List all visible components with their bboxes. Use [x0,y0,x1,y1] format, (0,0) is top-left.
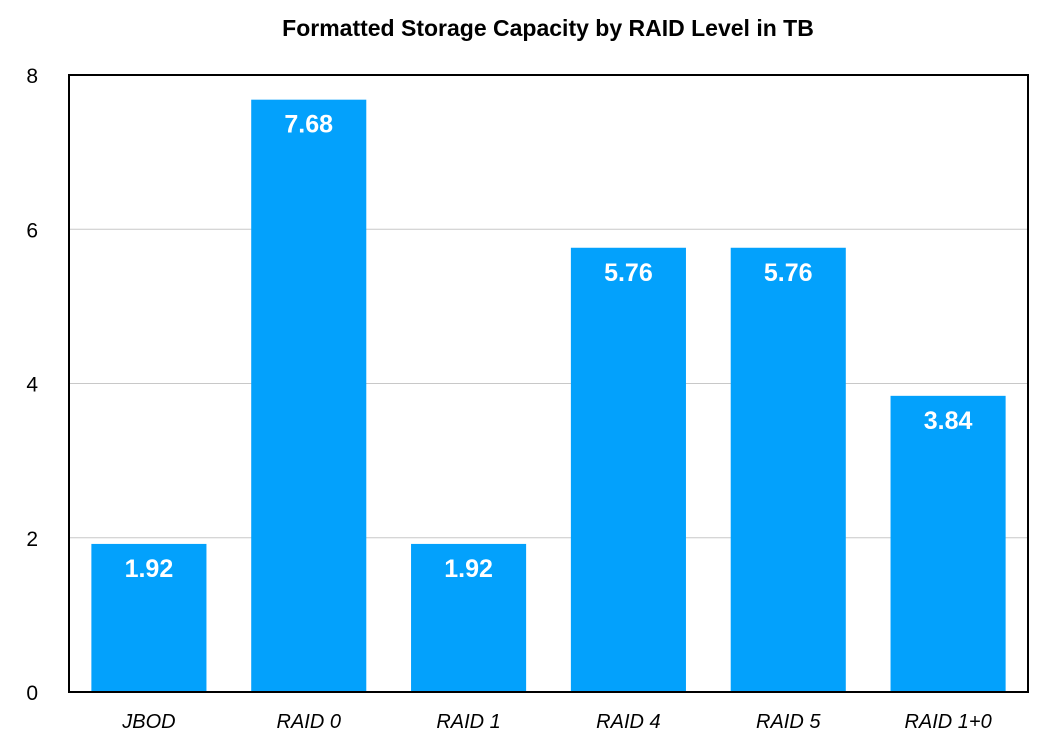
x-tick-label: RAID 1+0 [904,711,991,733]
data-label: 1.92 [444,555,493,583]
x-tick-label: RAID 1 [436,711,500,733]
bar [730,247,846,692]
x-axis-labels: JBOD RAID 0 RAID 1 RAID 4 RAID 5 RAID 1+0 [121,711,991,733]
y-tick-label: 4 [26,374,38,397]
bars: 1.92 7.68 1.92 5.76 5.76 3.84 [91,99,1006,693]
y-tick-label: 2 [26,528,38,551]
bar [570,247,686,692]
plot-area-frame [68,74,1029,693]
y-tick-label: 6 [26,219,38,242]
data-label: 7.68 [284,111,333,139]
chart-title: Formatted Storage Capacity by RAID Level… [282,15,814,41]
bar [411,543,527,692]
data-label: 3.84 [924,407,973,435]
bar [251,99,367,693]
data-label: 1.92 [125,555,174,583]
bar [91,543,207,692]
gridlines [69,228,1028,539]
x-tick-label: RAID 4 [596,711,660,733]
x-tick-label: RAID 5 [756,711,821,733]
x-tick-label: JBOD [121,711,175,733]
x-tick-label: RAID 0 [277,711,341,733]
bar [890,395,1006,692]
data-label: 5.76 [604,259,653,287]
y-tick-label: 0 [26,682,38,705]
data-label: 5.76 [764,259,813,287]
y-axis-labels: 0 2 4 6 8 [26,65,38,705]
y-tick-label: 8 [26,65,38,88]
